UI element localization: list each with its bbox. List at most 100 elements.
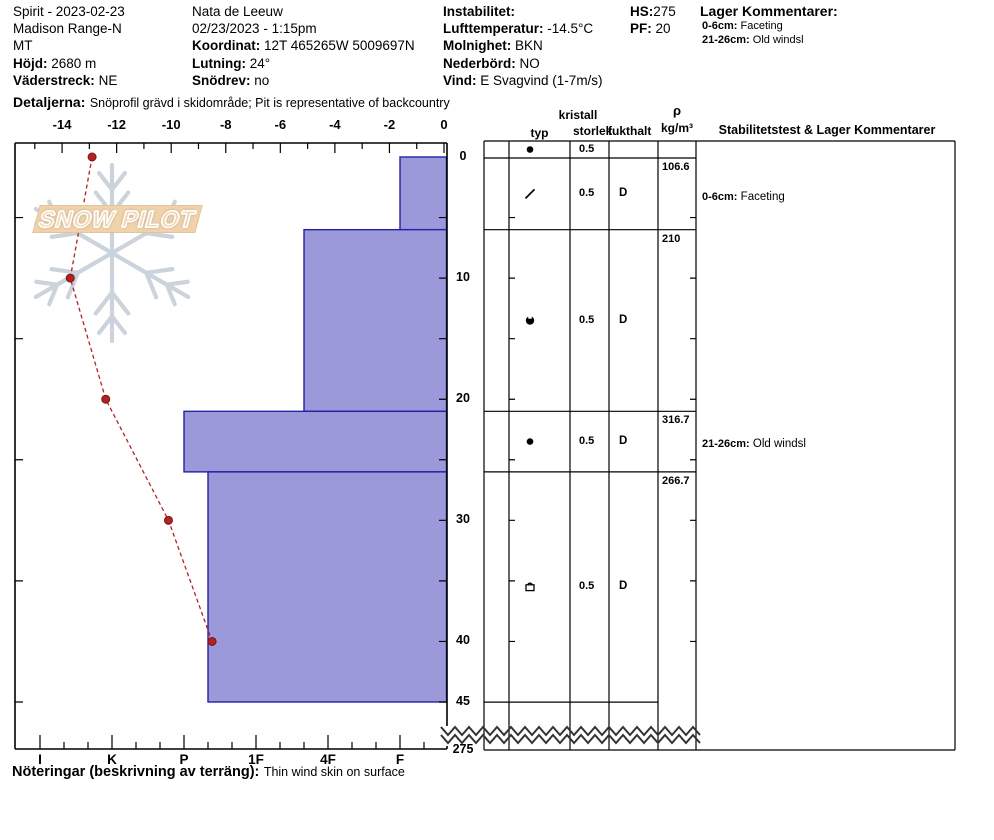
header-layer-comment-1: 0-6cm: Faceting	[702, 20, 838, 34]
density-value: 106.6	[662, 161, 690, 173]
wetness-value: D	[619, 313, 628, 326]
table-header-wetness: fukthalt	[608, 124, 652, 138]
temperature-point-30cm	[163, 515, 173, 525]
density-value: 316.7	[662, 414, 690, 427]
snowpilot-watermark: SNOW PILOT	[32, 205, 203, 233]
hardness-bar-0-6cm	[399, 156, 448, 231]
temp-axis-label: -8	[219, 117, 232, 132]
comment-text: Faceting	[740, 20, 783, 33]
table-grid	[483, 140, 956, 751]
aspect-row: Väderstreck: NE	[13, 72, 125, 89]
terrain-notes-value: Thin wind skin on surface	[263, 765, 405, 779]
observer-name: Nata de Leeuw	[192, 4, 283, 19]
temp-axis-label: -12	[107, 117, 127, 132]
grain-symbol-filled-circle	[526, 438, 534, 445]
table-header-grain-size: storlek	[573, 124, 613, 138]
hardness-axis-label: K	[107, 752, 117, 767]
plot-border	[14, 142, 448, 750]
pf-label: PF:	[630, 21, 652, 37]
slope-angle-row: Lutning: 24°	[192, 55, 415, 72]
axis-ticks	[15, 143, 447, 749]
grain-size-value: 0.5	[579, 434, 595, 447]
header-hs-pf-block: HS:275 PF: 20	[630, 3, 676, 37]
density-value: 210	[662, 232, 681, 245]
depth-axis-label: 40	[456, 633, 470, 648]
precip-label: Nederbörd:	[443, 55, 516, 71]
blowing-snow-value: no	[254, 72, 270, 88]
instability-row: Instabilitet:	[443, 3, 603, 20]
air-temp-value: -14.5°C	[547, 21, 594, 37]
wetness-value: D	[619, 434, 628, 447]
comment-range: 0-6cm:	[702, 20, 738, 33]
temperature-line	[69, 156, 213, 642]
header-observer-block: Nata de Leeuw 02/23/2023 - 1:15pm Koordi…	[192, 3, 415, 89]
temperature-point-20cm	[101, 394, 111, 404]
hs-value: 275	[653, 4, 676, 19]
coordinates-row: Koordinat: 12T 465265W 5009697N	[192, 37, 415, 54]
precip-value: NO	[519, 55, 540, 71]
wind-value: E Svagvind (1-7m/s)	[480, 72, 603, 88]
depth-axis-label: 10	[456, 270, 470, 285]
details-row: Detaljerna: Snöprofil grävd i skidområde…	[13, 94, 450, 112]
temp-axis-label: -6	[274, 117, 287, 132]
comment-text: Faceting	[740, 191, 785, 203]
table-layer-comment-2: 21-26cm: Old windsl	[702, 438, 806, 450]
depth-break-zigzag	[440, 725, 701, 737]
temperature-point-40cm	[207, 636, 217, 646]
table-header-crystal: kristall	[558, 108, 598, 122]
precip-row: Nederbörd: NO	[443, 55, 603, 72]
depth-axis-label: 30	[456, 512, 470, 527]
density-value: 266.7	[662, 474, 690, 487]
table-header-density-unit: kg/m³	[660, 121, 693, 135]
elevation-label: Höjd:	[13, 55, 48, 71]
sky-cover-row: Molnighet: BKN	[443, 37, 603, 54]
coordinates-label: Koordinat:	[192, 38, 261, 54]
comment-range: 21-26cm:	[702, 438, 750, 450]
grain-symbol-filled-circle	[526, 146, 534, 153]
table-layer-comment-1: 0-6cm: Faceting	[702, 191, 785, 203]
grain-symbol-slash	[524, 188, 536, 199]
grain-symbol-notched-circle	[525, 315, 535, 325]
snowflake-icon	[33, 162, 191, 344]
coordinates-value: 12T 465265W 5009697N	[264, 38, 415, 54]
depth-break-label: 275	[452, 742, 474, 756]
hardness-axis-label: I	[38, 752, 42, 767]
details-value: Snöprofil grävd i skidområde; Pit is rep…	[89, 96, 450, 110]
air-temp-row: Lufttemperatur: -14.5°C	[443, 20, 603, 37]
grain-size-value: 0.5	[579, 186, 595, 199]
temp-axis-label: -2	[383, 117, 396, 132]
grain-size-value: 0.5	[579, 313, 595, 326]
depth-axis-label: 45	[456, 693, 470, 708]
hardness-axis-label: P	[179, 752, 189, 767]
pf-row: PF: 20	[630, 20, 676, 37]
temperature-point-10cm	[65, 273, 75, 283]
hs-row: HS:275	[630, 3, 676, 20]
wind-label: Vind:	[443, 72, 477, 88]
sky-cover-value: BKN	[515, 38, 543, 54]
hardness-axis-label: 4F	[320, 752, 336, 767]
temp-axis-label: -4	[329, 117, 341, 132]
comment-text: Old windsl	[752, 438, 806, 450]
header-location-block: Spirit - 2023-02-23 Madison Range-N MT H…	[13, 3, 125, 89]
comment-range: 0-6cm:	[702, 191, 738, 203]
pit-datetime: 02/23/2023 - 1:15pm	[192, 21, 317, 37]
depth-break-zigzag	[440, 733, 701, 745]
header-layer-comments-block: Lager Kommentarer: 0-6cm: Faceting 21-26…	[700, 3, 838, 47]
hardness-axis-label: 1F	[248, 752, 264, 767]
slope-angle-label: Lutning:	[192, 55, 246, 71]
grain-symbol-cup-square	[525, 582, 535, 592]
state: MT	[13, 38, 33, 54]
hardness-bar-21-26cm	[183, 410, 448, 473]
hardness-bar-6-21cm	[303, 228, 448, 413]
blowing-snow-row: Snödrev: no	[192, 72, 415, 89]
blowing-snow-label: Snödrev:	[192, 72, 251, 88]
temp-axis-label: -14	[52, 117, 72, 132]
hardness-axis-label: F	[395, 752, 405, 767]
hardness-bar-26-45cm	[207, 471, 448, 703]
snowpilot-watermark-text: SNOW PILOT	[36, 205, 200, 232]
aspect-label: Väderstreck:	[13, 72, 95, 88]
header-weather-block: Instabilitet: Lufttemperatur: -14.5°C Mo…	[443, 3, 603, 89]
pf-value: 20	[655, 21, 671, 37]
